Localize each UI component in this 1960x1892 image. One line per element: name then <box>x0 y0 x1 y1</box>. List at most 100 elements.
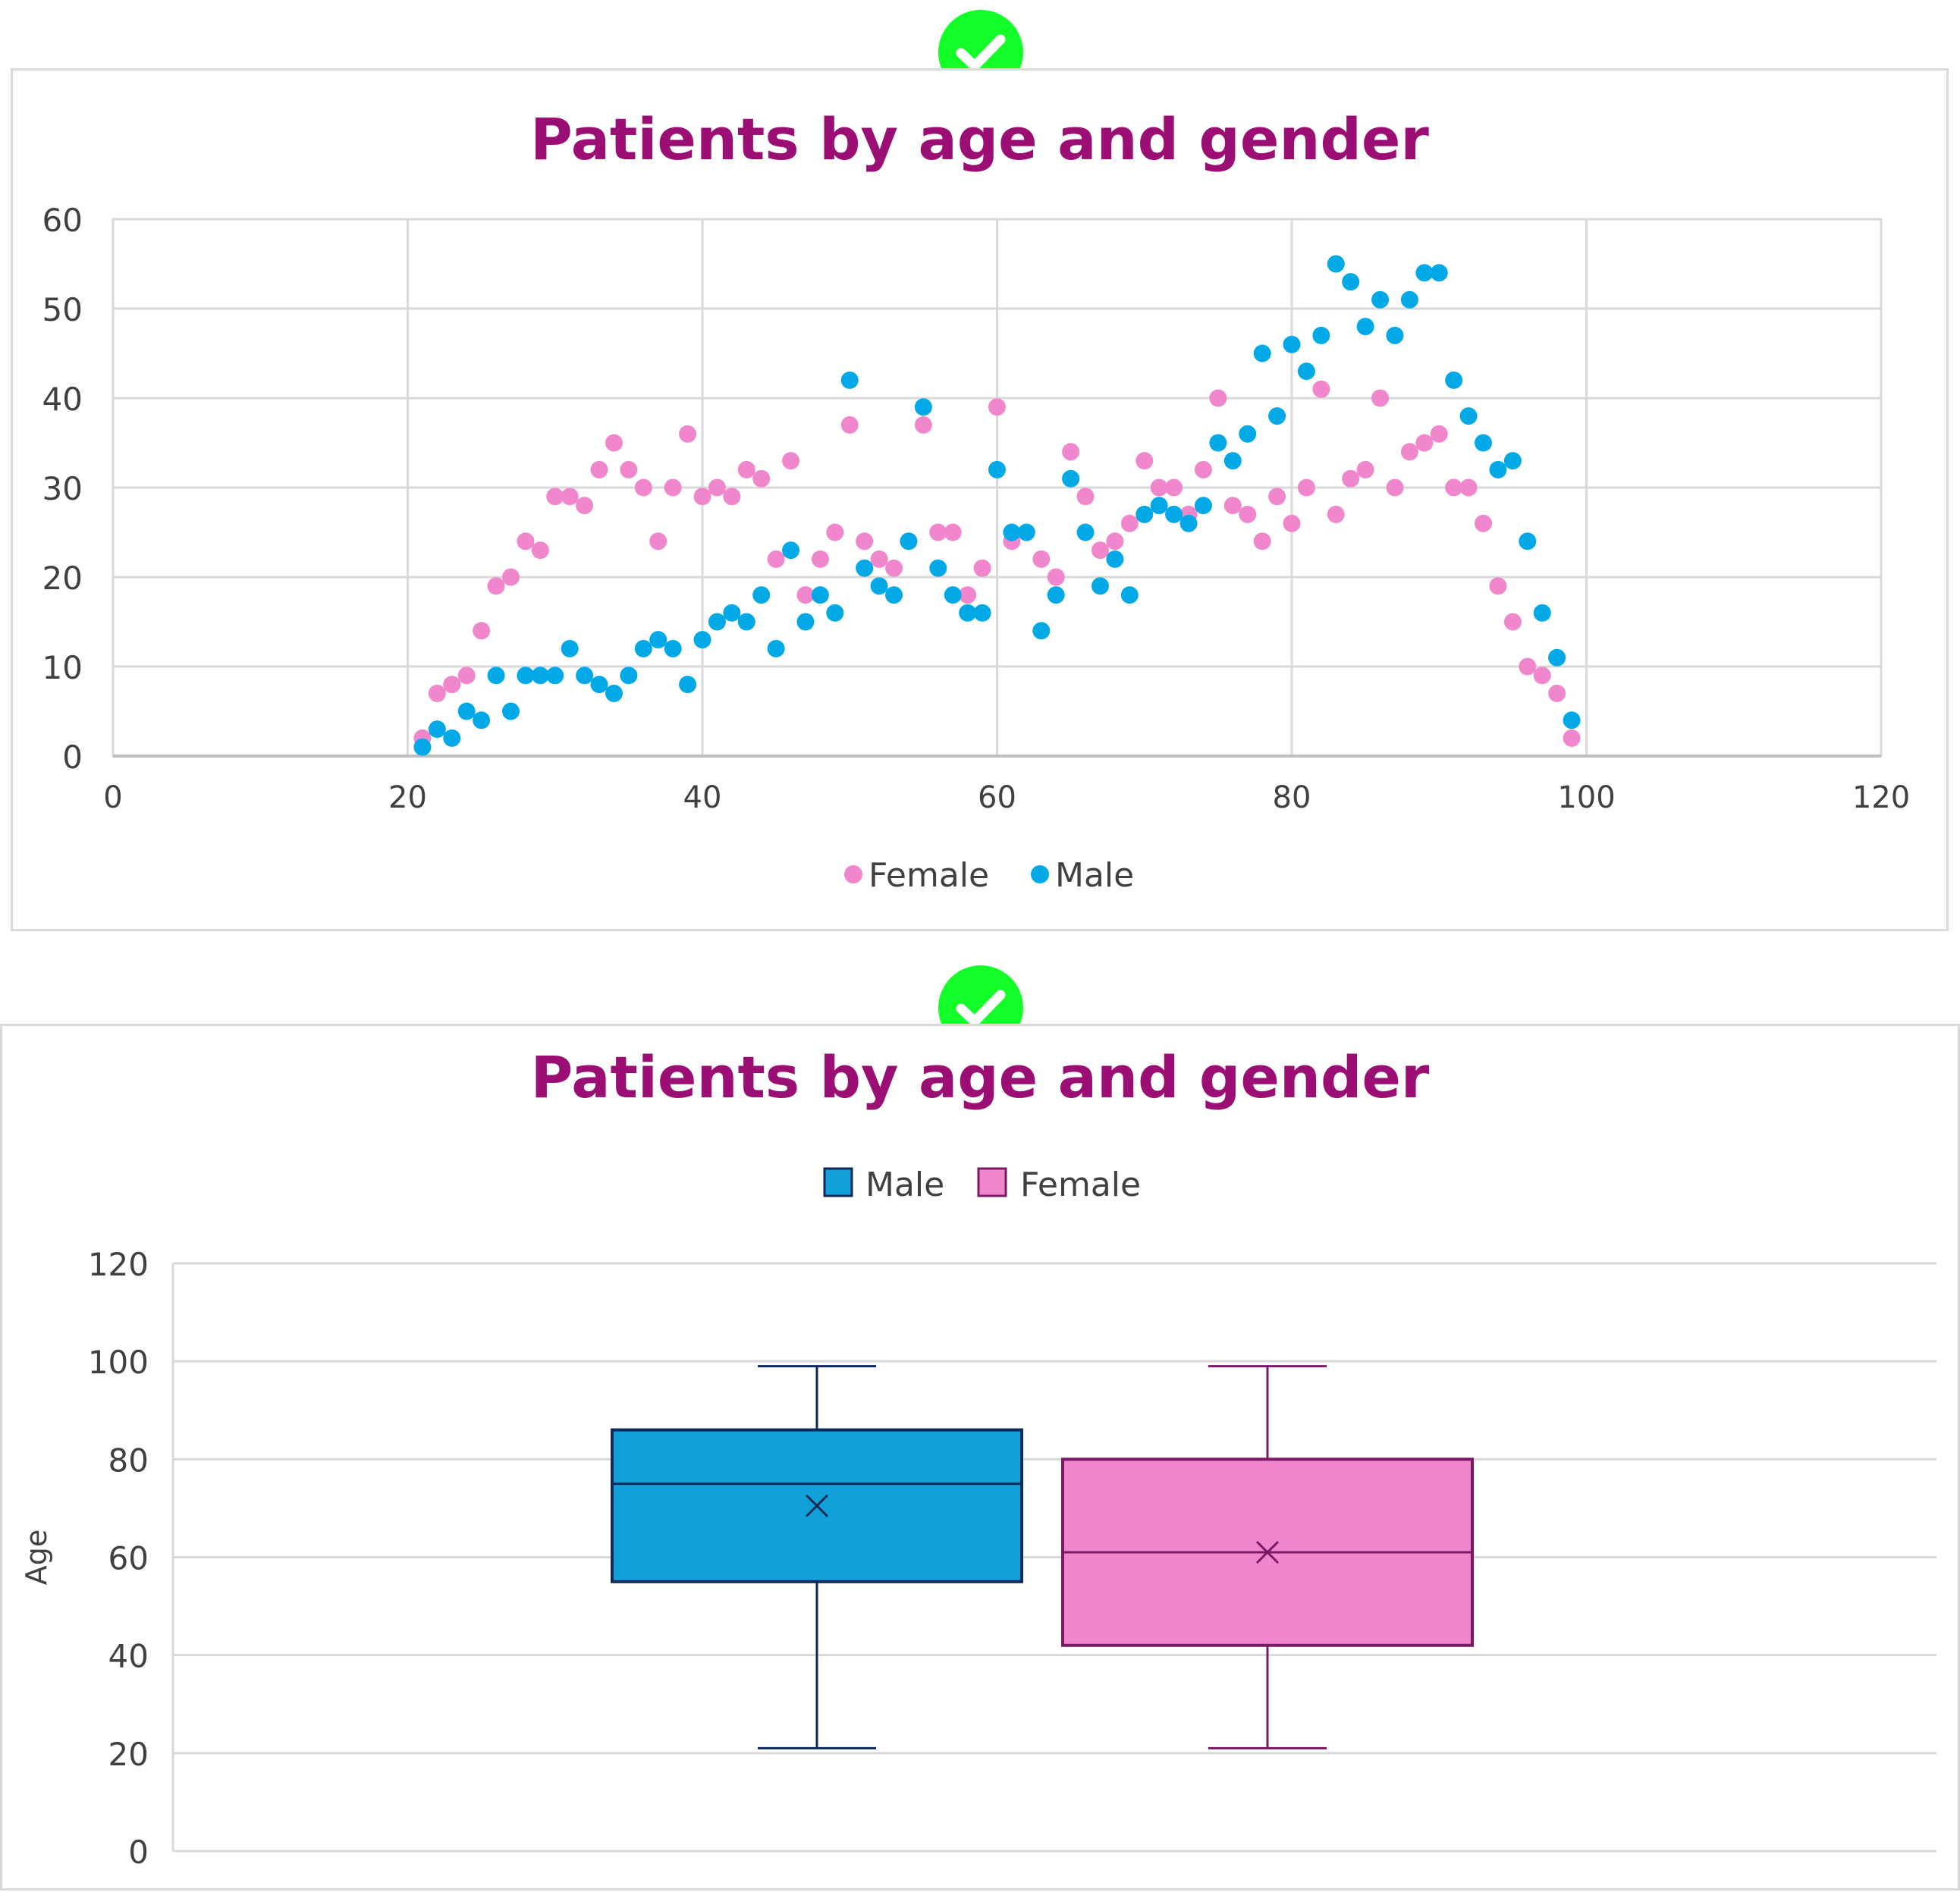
x-tick-label: 0 <box>103 780 122 815</box>
y-tick-label: 0 <box>128 1834 149 1871</box>
data-point-female <box>826 523 844 541</box>
mean-marker-male <box>805 1494 829 1517</box>
data-point-female <box>664 478 682 497</box>
data-point-female <box>443 676 461 694</box>
data-point-female <box>487 577 505 595</box>
data-point-female <box>782 452 800 470</box>
data-point-male <box>973 604 991 622</box>
data-point-male <box>929 559 947 577</box>
legend-swatch-male <box>823 1167 853 1197</box>
data-point-female <box>1386 478 1404 497</box>
data-point-female <box>1268 488 1286 506</box>
y-tick-label: 40 <box>108 1638 149 1675</box>
y-tick-label: 20 <box>42 560 83 597</box>
x-tick-label: 60 <box>978 780 1016 815</box>
data-point-male <box>1415 264 1434 282</box>
legend-marker-female <box>844 865 862 883</box>
data-point-male <box>752 586 771 604</box>
chart-title: Patients by age and gender <box>530 105 1429 173</box>
data-point-male <box>900 532 918 551</box>
data-point-female <box>1503 613 1522 631</box>
chart-title: Patients by age and gender <box>530 1043 1430 1111</box>
data-point-male <box>576 667 594 685</box>
data-point-female <box>1327 505 1345 523</box>
data-point-female <box>649 532 667 551</box>
data-point-male <box>1150 497 1168 515</box>
data-point-male <box>1135 505 1154 523</box>
y-tick-label: 40 <box>42 381 83 418</box>
data-point-female <box>1194 460 1212 478</box>
data-point-male <box>1003 523 1021 541</box>
data-point-male <box>1106 550 1124 568</box>
data-point-female <box>1135 452 1154 470</box>
data-point-male <box>1533 604 1551 622</box>
data-point-female <box>796 586 815 604</box>
data-point-female <box>1253 532 1271 551</box>
data-point-male <box>1209 434 1227 452</box>
data-point-male <box>1283 335 1301 353</box>
data-point-female <box>1445 478 1463 497</box>
data-point-male <box>664 639 682 657</box>
check-mark-icon <box>956 34 1006 71</box>
data-point-female <box>914 416 932 434</box>
data-point-male <box>679 676 697 694</box>
data-point-female <box>1239 505 1257 523</box>
data-point-male <box>1489 460 1507 478</box>
data-point-female <box>723 488 741 506</box>
data-point-male <box>782 541 800 560</box>
data-point-male <box>1475 434 1493 452</box>
data-point-female <box>428 684 446 702</box>
data-point-female <box>501 568 520 586</box>
data-point-male <box>856 559 874 577</box>
x-tick-label: 100 <box>1557 780 1615 815</box>
data-point-female <box>959 586 977 604</box>
data-point-female <box>973 559 991 577</box>
data-point-female <box>1297 478 1315 497</box>
data-point-male <box>1386 326 1404 344</box>
data-point-male <box>1017 523 1035 541</box>
x-tick-label: 20 <box>388 780 427 815</box>
data-point-female <box>1091 541 1109 560</box>
data-point-female <box>737 460 755 478</box>
data-point-female <box>1459 478 1478 497</box>
data-point-female <box>988 398 1006 416</box>
data-point-female <box>457 667 476 685</box>
data-point-male <box>1312 326 1330 344</box>
legend-label-male: Male <box>1055 856 1134 895</box>
data-point-female <box>1430 425 1448 443</box>
data-point-male <box>1430 264 1448 282</box>
data-point-male <box>826 604 844 622</box>
data-point-male <box>443 729 461 747</box>
data-point-male <box>546 667 564 685</box>
data-point-male <box>1519 532 1537 551</box>
data-point-male <box>1342 273 1360 291</box>
legend-label-female: Female <box>1020 1166 1141 1204</box>
data-point-male <box>590 676 608 694</box>
data-point-female <box>1342 469 1360 488</box>
data-point-male <box>1076 523 1095 541</box>
y-tick-label: 100 <box>88 1344 149 1381</box>
y-tick-label: 60 <box>108 1540 149 1577</box>
check-mark-icon <box>956 990 1006 1027</box>
data-point-male <box>1503 452 1522 470</box>
data-point-male <box>959 604 977 622</box>
data-point-female <box>1209 389 1227 407</box>
data-point-female <box>531 541 549 560</box>
data-point-male <box>1356 318 1374 336</box>
data-point-female <box>1062 443 1080 461</box>
data-point-female <box>929 523 947 541</box>
data-point-male <box>501 702 520 720</box>
data-point-male <box>1165 505 1183 523</box>
data-point-male <box>1091 577 1109 595</box>
data-point-male <box>457 702 476 720</box>
data-point-male <box>767 639 785 657</box>
data-point-female <box>767 550 785 568</box>
data-point-female <box>1519 657 1537 676</box>
data-point-male <box>1047 586 1065 604</box>
data-point-male <box>885 586 903 604</box>
data-point-male <box>1032 622 1051 640</box>
data-point-female <box>1120 514 1139 532</box>
data-point-female <box>1400 443 1418 461</box>
y-tick-label: 80 <box>108 1442 149 1479</box>
y-axis-label: Age <box>20 1530 53 1586</box>
